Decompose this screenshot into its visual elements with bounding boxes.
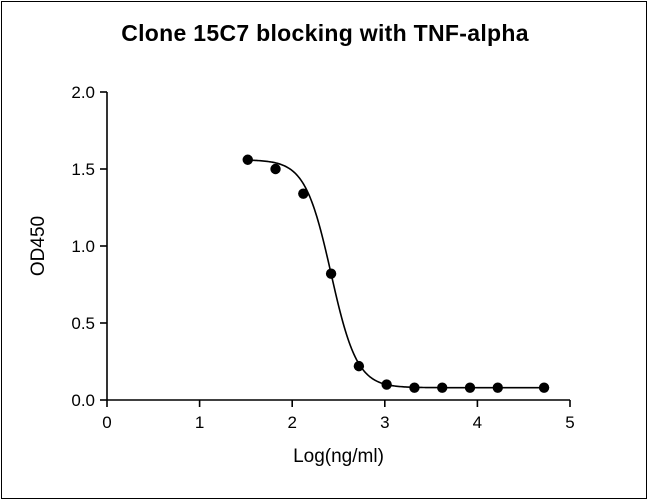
x-tick-label: 3: [380, 413, 389, 432]
y-tick-label: 0.5: [71, 314, 95, 333]
y-tick-label: 2.0: [71, 83, 95, 102]
x-axis-label: Log(ng/ml): [293, 446, 384, 467]
x-tick-label: 1: [195, 413, 204, 432]
data-point: [353, 360, 365, 372]
data-point: [325, 268, 337, 279]
data-point: [270, 163, 281, 175]
x-tick-label: 5: [565, 413, 574, 432]
y-tick-label: 1.0: [71, 237, 95, 256]
data-point: [492, 382, 503, 393]
data-points: [242, 154, 550, 393]
chart-title: Clone 15C7 blocking with TNF-alpha: [121, 20, 529, 46]
x-tick-label: 4: [473, 413, 482, 432]
x-tick-label: 2: [287, 413, 296, 432]
data-point: [538, 382, 550, 393]
fit-curve-layer: [247, 159, 545, 389]
axes: 0 1 2 3 4 5 0.0 0.5 1.0 1.5 2.0: [71, 83, 574, 432]
y-tick-label: 0.0: [71, 391, 95, 410]
x-tick-label: 0: [102, 413, 111, 432]
y-tick-label: 1.5: [71, 160, 95, 179]
fit-curve: [247, 159, 545, 389]
y-axis-label: OD450: [28, 216, 49, 276]
data-point: [381, 379, 392, 390]
data-point: [437, 382, 448, 393]
data-point: [242, 154, 253, 165]
data-point: [298, 188, 309, 199]
data-point: [464, 382, 476, 393]
data-point: [409, 382, 420, 393]
